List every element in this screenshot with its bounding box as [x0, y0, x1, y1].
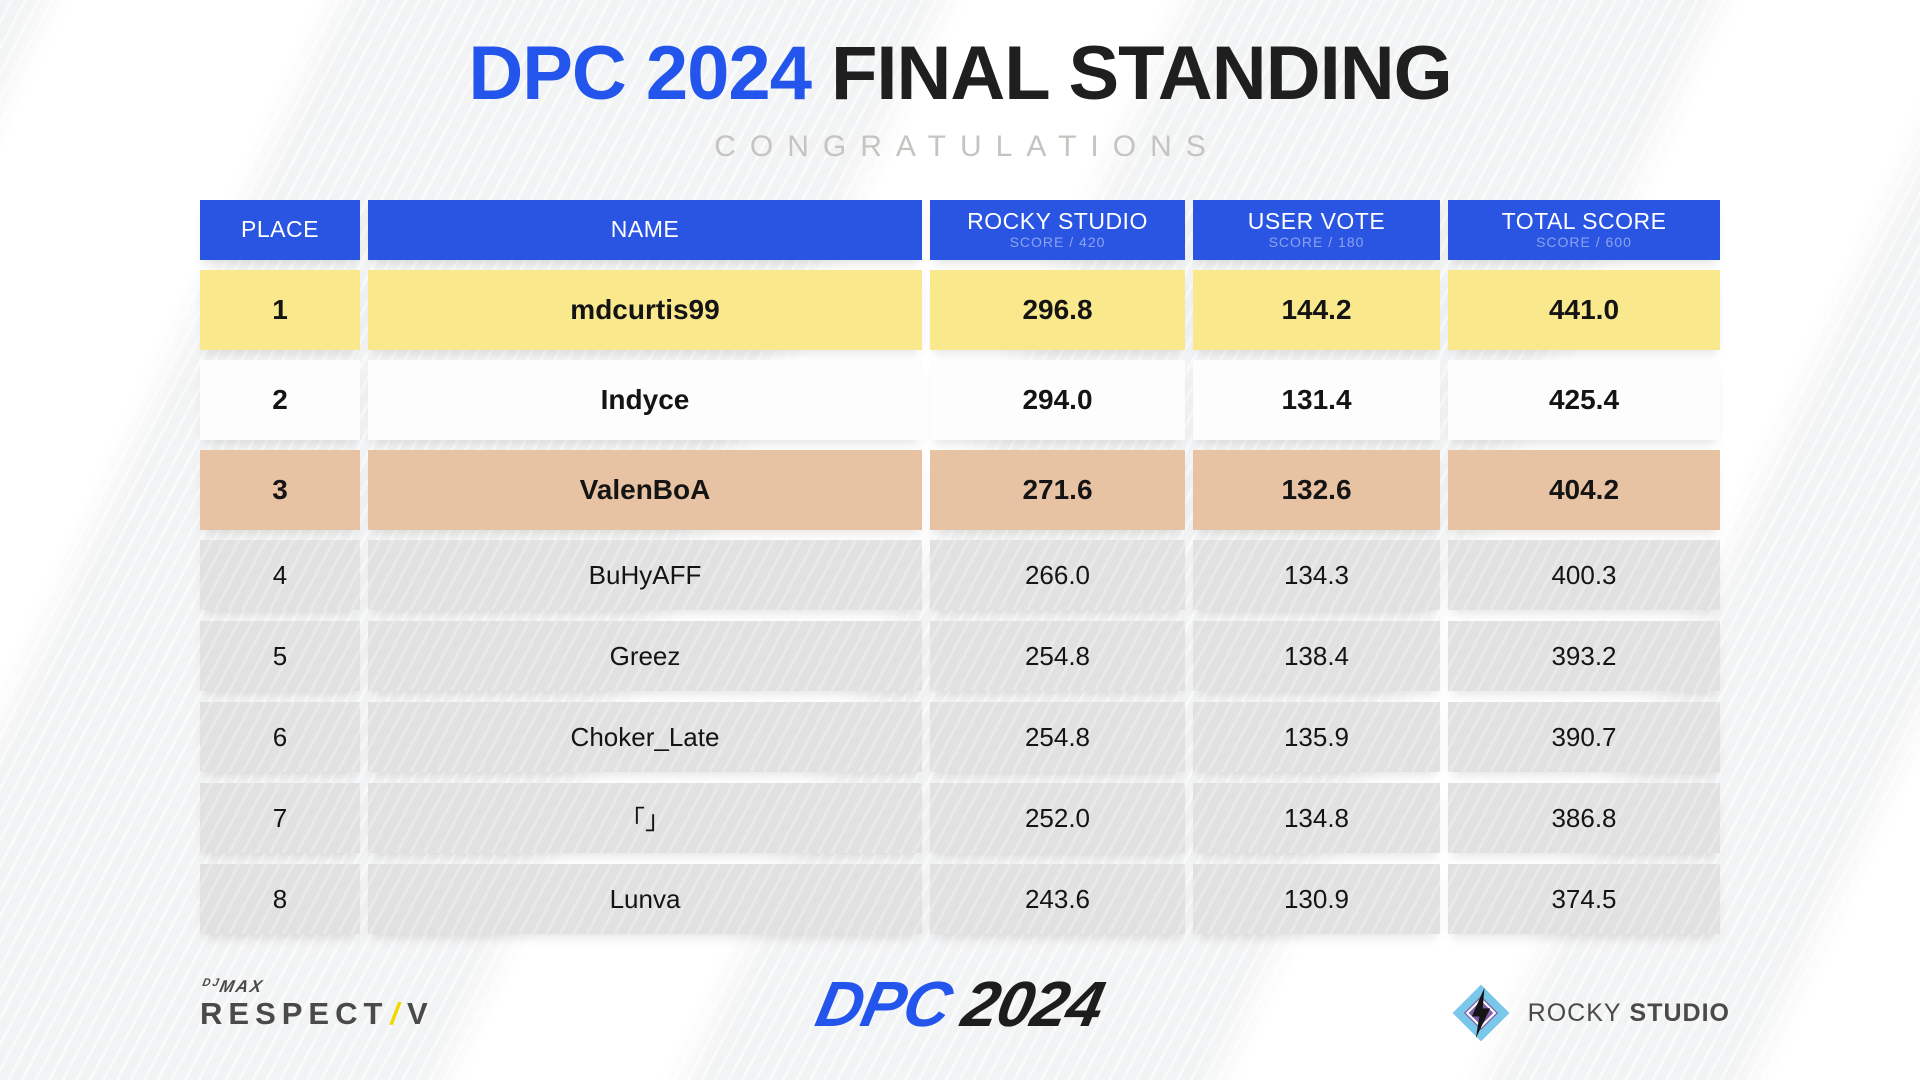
title-primary: DPC 2024: [468, 31, 812, 116]
total-cell: 393.2: [1448, 621, 1720, 691]
rocky-cell: 252.0: [930, 783, 1185, 853]
place-cell: 4: [200, 540, 360, 610]
user-cell: 134.3: [1193, 540, 1440, 610]
table-row-place-7: 7 「」 252.0 134.8 386.8: [200, 783, 1720, 853]
respect-text: RESPECT: [200, 996, 389, 1031]
respect-v-wordmark: RESPECT/V: [200, 995, 434, 1032]
name-cell: ValenBoA: [368, 450, 922, 530]
total-cell: 425.4: [1448, 360, 1720, 440]
table-row-place-5: 5 Greez 254.8 138.4 393.2: [200, 621, 1720, 691]
user-cell: 134.8: [1193, 783, 1440, 853]
user-cell: 130.9: [1193, 864, 1440, 934]
rocky-cell: 294.0: [930, 360, 1185, 440]
column-header-rocky: ROCKY STUDIO SCORE / 420: [930, 200, 1185, 260]
name-cell: Indyce: [368, 360, 922, 440]
table-header-row: PLACE NAME ROCKY STUDIO SCORE / 420 USER VOT…: [200, 200, 1720, 260]
name-cell: Greez: [368, 621, 922, 691]
total-cell: 400.3: [1448, 540, 1720, 610]
name-cell: mdcurtis99: [368, 270, 922, 350]
user-cell: 135.9: [1193, 702, 1440, 772]
standings-table: PLACE NAME ROCKY STUDIO SCORE / 420 USER VOT…: [200, 200, 1720, 945]
studio-word: STUDIO: [1629, 998, 1730, 1027]
title-secondary: FINAL STANDING: [830, 31, 1453, 116]
name-cell: Choker_Late: [368, 702, 922, 772]
column-header-user: USER VOTE SCORE / 180: [1193, 200, 1440, 260]
name-cell: 「」: [368, 783, 922, 853]
total-cell: 374.5: [1448, 864, 1720, 934]
name-cell: BuHyAFF: [368, 540, 922, 610]
name-cell: Lunva: [368, 864, 922, 934]
slash-mark: /: [390, 996, 406, 1031]
place-cell: 6: [200, 702, 360, 772]
dpc-wordmark: DPC: [810, 968, 958, 1040]
total-cell: 441.0: [1448, 270, 1720, 350]
column-sublabel: SCORE / 180: [1268, 234, 1365, 251]
lightning-diamond-icon: [1452, 984, 1510, 1042]
user-cell: 131.4: [1193, 360, 1440, 440]
column-header-total: TOTAL SCORE SCORE / 600: [1448, 200, 1720, 260]
place-cell: 8: [200, 864, 360, 934]
rocky-cell: 271.6: [930, 450, 1185, 530]
dpc-year: 2024: [956, 968, 1110, 1040]
rocky-cell: 254.8: [930, 621, 1185, 691]
total-cell: 386.8: [1448, 783, 1720, 853]
column-label: NAME: [610, 216, 680, 243]
column-label: TOTAL SCORE: [1501, 207, 1667, 234]
column-sublabel: SCORE / 420: [1009, 234, 1106, 251]
rocky-studio-logo: ROCKY STUDIO: [1450, 982, 1730, 1044]
place-cell: 7: [200, 783, 360, 853]
user-cell: 138.4: [1193, 621, 1440, 691]
column-label: USER VOTE: [1247, 207, 1386, 234]
table-row-place-2: 2 Indyce 294.0 131.4 425.4: [200, 360, 1720, 440]
rocky-studio-wordmark: ROCKY STUDIO: [1528, 999, 1730, 1028]
column-header-place: PLACE: [200, 200, 360, 260]
place-cell: 2: [200, 360, 360, 440]
place-cell: 1: [200, 270, 360, 350]
page-title: DPC 2024 FINAL STANDING: [0, 30, 1920, 117]
column-header-name: NAME: [368, 200, 922, 260]
rocky-cell: 266.0: [930, 540, 1185, 610]
table-body: 1 mdcurtis99 296.8 144.2 441.0 2 Indyce 294.0 13…: [200, 270, 1720, 934]
table-row-place-6: 6 Choker_Late 254.8 135.9 390.7: [200, 702, 1720, 772]
djmax-wordmark: DJMAX: [200, 977, 437, 996]
rocky-cell: 243.6: [930, 864, 1185, 934]
column-label: ROCKY STUDIO: [967, 207, 1148, 234]
total-cell: 404.2: [1448, 450, 1720, 530]
column-sublabel: SCORE / 600: [1536, 234, 1632, 251]
v-text: V: [407, 996, 434, 1031]
user-cell: 132.6: [1193, 450, 1440, 530]
rocky-word: ROCKY: [1527, 998, 1622, 1027]
table-row-place-4: 4 BuHyAFF 266.0 134.3 400.3: [200, 540, 1720, 610]
place-cell: 5: [200, 621, 360, 691]
place-cell: 3: [200, 450, 360, 530]
table-row-place-8: 8 Lunva 243.6 130.9 374.5: [200, 864, 1720, 934]
total-cell: 390.7: [1448, 702, 1720, 772]
rocky-cell: 254.8: [930, 702, 1185, 772]
table-row-place-3: 3 ValenBoA 271.6 132.6 404.2: [200, 450, 1720, 530]
table-row-place-1: 1 mdcurtis99 296.8 144.2 441.0: [200, 270, 1720, 350]
djmax-respect-v-logo: DJMAX RESPECT/V: [200, 977, 437, 1032]
user-cell: 144.2: [1193, 270, 1440, 350]
djmax-main: MAX: [217, 977, 266, 996]
column-label: PLACE: [241, 216, 319, 243]
dpc-2024-logo: DPC2024: [810, 968, 1110, 1040]
rocky-cell: 296.8: [930, 270, 1185, 350]
subtitle: CONGRATULATIONS: [714, 130, 1220, 163]
